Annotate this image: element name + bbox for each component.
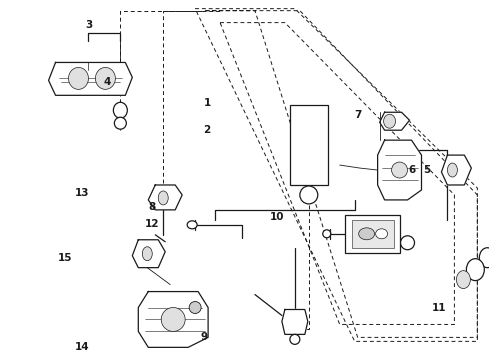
Ellipse shape [142,247,152,261]
Polygon shape [138,292,208,347]
Text: 10: 10 [270,212,284,222]
Ellipse shape [466,259,484,280]
Text: 14: 14 [75,342,90,352]
Ellipse shape [113,102,127,118]
Ellipse shape [384,114,395,128]
Text: 5: 5 [423,165,430,175]
Text: 1: 1 [203,98,211,108]
Ellipse shape [96,67,115,89]
Text: 6: 6 [408,165,415,175]
Ellipse shape [300,186,318,204]
Text: 11: 11 [432,302,447,312]
Ellipse shape [189,302,201,314]
Ellipse shape [359,228,375,240]
Bar [290,105,328,185]
Text: 9: 9 [200,332,208,342]
Polygon shape [148,185,182,210]
Text: 8: 8 [148,202,156,212]
Polygon shape [380,112,410,130]
Ellipse shape [161,307,185,332]
Ellipse shape [392,162,408,178]
Text: 4: 4 [104,77,111,87]
Text: 7: 7 [354,110,361,120]
Ellipse shape [158,191,168,205]
Text: 2: 2 [203,125,211,135]
Bar [352,220,393,248]
Ellipse shape [290,334,300,345]
Polygon shape [378,140,421,200]
Ellipse shape [114,117,126,129]
Ellipse shape [323,230,331,238]
Ellipse shape [376,229,388,239]
Ellipse shape [447,163,457,177]
Ellipse shape [187,221,197,229]
Polygon shape [441,155,471,185]
Ellipse shape [69,67,89,89]
Text: 12: 12 [145,219,160,229]
Ellipse shape [479,248,490,268]
Polygon shape [132,240,165,268]
Text: 3: 3 [85,19,92,30]
Bar [345,215,399,253]
Polygon shape [49,62,132,95]
Text: 13: 13 [75,188,90,198]
Ellipse shape [400,236,415,250]
Text: 15: 15 [58,253,73,263]
Ellipse shape [456,271,470,289]
Polygon shape [282,310,308,334]
